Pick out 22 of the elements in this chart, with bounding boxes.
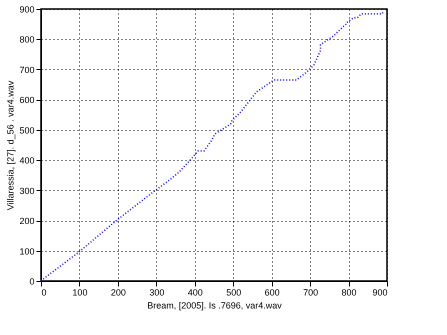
x-tick-label: 700	[303, 288, 318, 298]
x-tick-label: 900	[372, 288, 388, 298]
y-axis-title: Villaressia, [27]. d_56 . var4.wav	[5, 80, 16, 210]
y-tick-label: 400	[19, 156, 34, 166]
x-tick-label: 800	[342, 288, 357, 298]
y-tick-label: 0	[29, 276, 34, 286]
y-tick-label: 700	[19, 64, 34, 75]
x-axis-title: Bream, [2005]. Is .7696, var4.wav	[147, 300, 282, 310]
y-tick-label: 800	[19, 34, 34, 45]
x-tick-label: 600	[264, 288, 280, 298]
y-tick-label: 500	[19, 125, 34, 136]
x-tick-label: 400	[188, 288, 203, 298]
y-tick-label: 600	[19, 95, 34, 106]
x-tick-label: 100	[72, 288, 88, 298]
y-tick-label: 300	[19, 186, 34, 196]
x-tick-label: 300	[149, 288, 164, 298]
y-tick-label: 100	[19, 246, 34, 256]
y-tick-label: 900	[19, 4, 34, 14]
x-tick-label: 0	[42, 288, 47, 298]
x-tick-label: 500	[226, 288, 242, 298]
x-tick-label: 200	[110, 288, 126, 298]
y-tick-label: 200	[19, 216, 34, 226]
